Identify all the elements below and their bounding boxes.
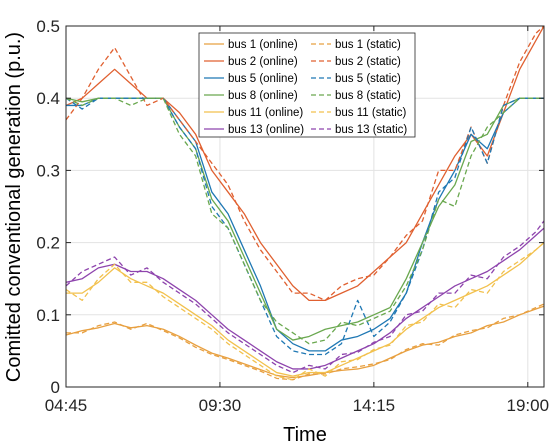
x-tick-label: 14:15 bbox=[353, 396, 396, 415]
y-axis-label: Comitted conventional generation (p.u.) bbox=[3, 32, 25, 382]
series-line-bus-2-static bbox=[66, 26, 544, 302]
legend: bus 1 (online) bus 2 (online) bus 5 (onlin… bbox=[198, 32, 416, 138]
legend-box bbox=[198, 32, 416, 138]
series-line-bus-11-static bbox=[66, 242, 544, 381]
legend-entry: bus 8 (online) bbox=[228, 90, 298, 102]
y-tick-label: 0.3 bbox=[36, 161, 60, 180]
x-tick-label: 19:00 bbox=[507, 396, 550, 415]
plot-frame bbox=[65, 25, 545, 388]
series-line-bus-1-static bbox=[66, 303, 544, 381]
y-axis: 0 0.1 0.2 0.3 0.4 0.5 bbox=[36, 17, 544, 397]
legend-entry: bus 8 (static) bbox=[335, 90, 401, 102]
legend-entry: bus 11 (online) bbox=[228, 107, 303, 119]
series-line-bus-13-static bbox=[66, 220, 544, 374]
legend-entry: bus 5 (online) bbox=[228, 73, 298, 85]
legend-entry: bus 1 (online) bbox=[228, 39, 298, 51]
y-tick-label: 0 bbox=[51, 378, 60, 397]
legend-entry: bus 2 (static) bbox=[335, 56, 401, 68]
series-line-bus-5-static bbox=[66, 97, 544, 356]
x-tick-label: 04:45 bbox=[45, 396, 88, 415]
legend-entry: bus 11 (static) bbox=[335, 107, 407, 119]
y-tick-label: 0.5 bbox=[36, 17, 60, 36]
legend-entry: bus 1 (static) bbox=[335, 39, 401, 51]
y-tick-label: 0.4 bbox=[36, 89, 60, 108]
x-axis-label: Time bbox=[283, 424, 327, 446]
series-line-bus-8-static bbox=[66, 97, 544, 345]
legend-entry: bus 5 (static) bbox=[335, 73, 401, 85]
x-axis: 04:45 09:30 14:15 19:00 bbox=[45, 26, 549, 415]
series-line-bus-8-online bbox=[66, 97, 544, 341]
legend-entry: bus 2 (online) bbox=[228, 56, 298, 68]
y-tick-label: 0.2 bbox=[36, 234, 60, 253]
series-line-bus-11-online bbox=[66, 242, 544, 377]
x-tick-label: 09:30 bbox=[199, 396, 242, 415]
series-line-bus-1-online bbox=[66, 305, 544, 379]
legend-entry: bus 13 (online) bbox=[228, 124, 304, 136]
legend-entry: bus 13 (static) bbox=[335, 124, 407, 136]
series-layer bbox=[66, 26, 544, 381]
y-tick-label: 0.1 bbox=[36, 306, 60, 325]
